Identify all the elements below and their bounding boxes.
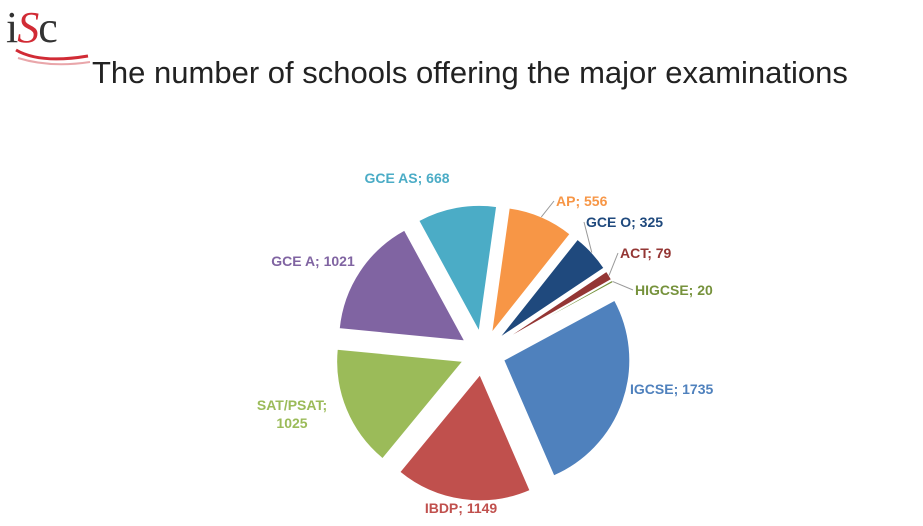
leader-line <box>612 280 634 291</box>
leader-line <box>583 221 593 253</box>
leader-line <box>540 200 555 218</box>
page-title: The number of schools offering the major… <box>92 55 848 90</box>
data-label: GCE O; 325 <box>586 214 663 230</box>
data-label: AP; 556 <box>556 193 608 209</box>
pie-slice-igcse <box>503 299 631 477</box>
data-label: GCE A; 1021 <box>271 253 355 269</box>
data-label: ACT; 79 <box>620 245 672 261</box>
data-label: HIGCSE; 20 <box>635 282 713 298</box>
data-label: IBDP; 1149 <box>425 500 498 516</box>
leader-line <box>608 252 619 276</box>
data-label: GCE AS; 668 <box>364 170 449 186</box>
pie-slice-sat-psat <box>336 348 464 460</box>
logo-swoosh-icon <box>15 48 91 66</box>
pie-slice-gce-a <box>338 229 466 342</box>
data-label: SAT/PSAT; 1025 <box>257 397 327 431</box>
pie-slice-ibdp <box>399 373 531 502</box>
pie-slice-gce-as <box>418 204 498 333</box>
pie-slice-higcse <box>502 279 614 343</box>
logo-text: iSc <box>6 3 58 52</box>
pie-slice-gce-o <box>498 238 605 339</box>
data-label: IGCSE; 1735 <box>630 381 713 397</box>
isc-logo: iSc <box>0 0 100 70</box>
